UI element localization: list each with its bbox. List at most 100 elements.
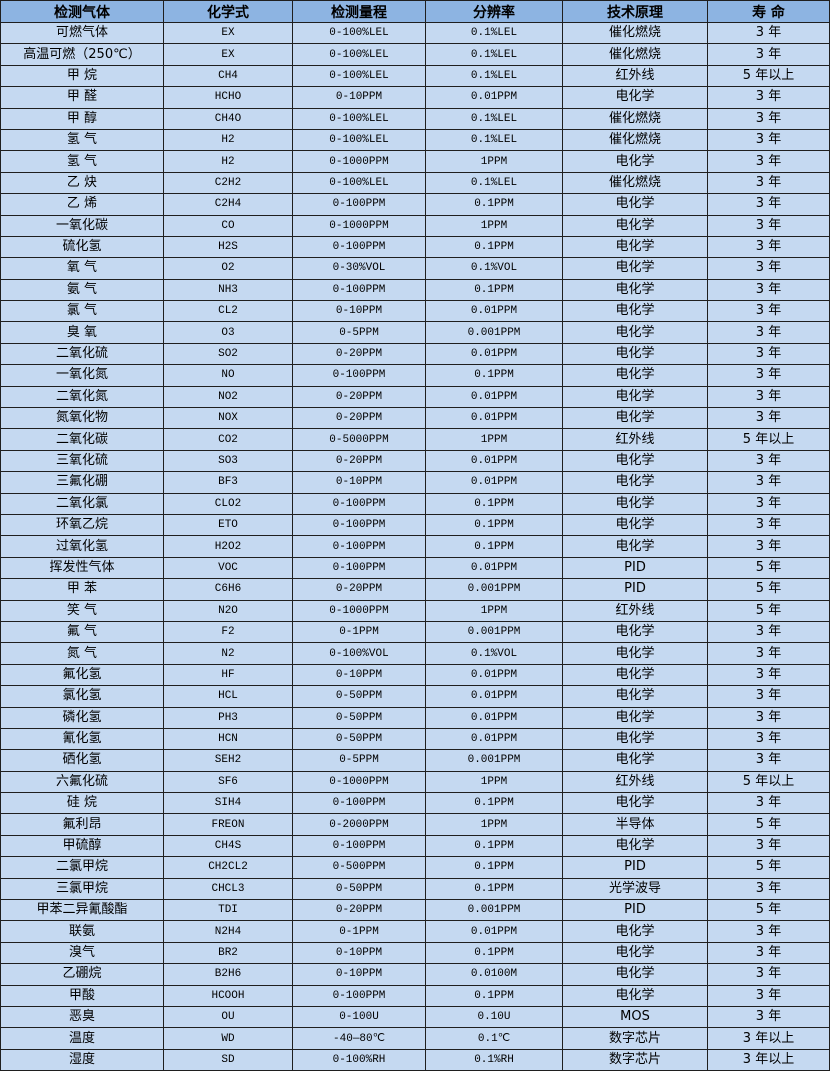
- table-row: 氢 气 H2 0-100%LEL 0.1%LEL 催化燃烧 3 年: [0, 128, 830, 152]
- gas-name-cell: 乙 炔: [0, 171, 164, 195]
- table-row: 挥发性气体 VOC 0-100PPM 0.01PPM PID 5 年: [0, 556, 830, 580]
- lifespan-cell: 3 年: [707, 128, 830, 152]
- formula-cell: SF6: [163, 770, 293, 794]
- formula-cell: N2H4: [163, 920, 293, 943]
- lifespan-cell: 5 年: [707, 899, 830, 922]
- resolution-cell: 0.01PPM: [425, 706, 563, 729]
- table-row: 二氧化碳 CO2 0-5000PPM 1PPM 红外线 5 年以上: [0, 428, 830, 451]
- table-row: 甲 苯 C6H6 0-20PPM 0.001PPM PID 5 年: [0, 578, 830, 601]
- lifespan-cell: 3 年: [707, 727, 830, 751]
- table-row: 二氧化氯 CLO2 0-100PPM 0.1PPM 电化学 3 年: [0, 492, 830, 515]
- lifespan-cell: 3 年: [707, 941, 830, 965]
- gas-name-cell: 温度: [0, 1027, 164, 1050]
- resolution-cell: 0.1PPM: [425, 984, 563, 1007]
- gas-name-cell: 氯 气: [0, 300, 164, 323]
- lifespan-cell: 3 年: [707, 792, 830, 815]
- resolution-cell: 1PPM: [425, 599, 563, 622]
- resolution-cell: 0.1%LEL: [425, 171, 563, 195]
- resolution-cell: 0.1PPM: [425, 364, 563, 387]
- formula-cell: SO2: [163, 342, 293, 366]
- lifespan-cell: 3 年: [707, 984, 830, 1007]
- gas-name-cell: 二氧化氯: [0, 492, 164, 515]
- range-cell: 0-50PPM: [292, 706, 426, 729]
- resolution-cell: 0.1%LEL: [425, 21, 563, 45]
- principle-cell: 电化学: [562, 834, 708, 858]
- range-cell: 0-20PPM: [292, 449, 426, 473]
- gas-name-cell: 甲苯二异氰酸酯: [0, 899, 164, 922]
- formula-cell: EX: [163, 43, 293, 66]
- gas-name-cell: 氰化氢: [0, 727, 164, 751]
- resolution-cell: 0.01PPM: [425, 685, 563, 708]
- lifespan-cell: 3 年: [707, 171, 830, 195]
- formula-cell: CH4: [163, 64, 293, 88]
- table-row: 恶臭 OU 0-100U 0.10U MOS 3 年: [0, 1005, 830, 1029]
- gas-name-cell: 可燃气体: [0, 21, 164, 45]
- range-cell: 0-2000PPM: [292, 813, 426, 836]
- resolution-cell: 1PPM: [425, 150, 563, 173]
- formula-cell: H2: [163, 128, 293, 152]
- gas-name-cell: 溴气: [0, 941, 164, 965]
- range-cell: 0-100PPM: [292, 235, 426, 259]
- gas-name-cell: 乙硼烷: [0, 963, 164, 986]
- table-row: 六氟化硫 SF6 0-1000PPM 1PPM 红外线 5 年以上: [0, 770, 830, 794]
- table-row: 氨 气 NH3 0-100PPM 0.1PPM 电化学 3 年: [0, 278, 830, 302]
- gas-name-cell: 氧 气: [0, 257, 164, 280]
- range-cell: 0-10PPM: [292, 86, 426, 109]
- lifespan-cell: 3 年以上: [707, 1027, 830, 1050]
- lifespan-cell: 3 年: [707, 471, 830, 494]
- gas-name-cell: 甲 苯: [0, 578, 164, 601]
- principle-cell: 电化学: [562, 364, 708, 387]
- table-row: 磷化氢 PH3 0-50PPM 0.01PPM 电化学 3 年: [0, 706, 830, 729]
- formula-cell: B2H6: [163, 963, 293, 986]
- gas-name-cell: 硒化氢: [0, 749, 164, 772]
- gas-name-cell: 挥发性气体: [0, 556, 164, 580]
- table-row: 氯 气 CL2 0-10PPM 0.01PPM 电化学 3 年: [0, 300, 830, 323]
- formula-cell: C6H6: [163, 578, 293, 601]
- lifespan-cell: 3 年: [707, 342, 830, 366]
- principle-cell: 电化学: [562, 663, 708, 687]
- principle-cell: MOS: [562, 1005, 708, 1029]
- formula-cell: CH2CL2: [163, 856, 293, 879]
- principle-cell: 电化学: [562, 342, 708, 366]
- lifespan-cell: 3 年: [707, 235, 830, 259]
- lifespan-cell: 3 年: [707, 749, 830, 772]
- principle-cell: 电化学: [562, 257, 708, 280]
- gas-name-cell: 三氯甲烷: [0, 877, 164, 901]
- range-cell: 0-100PPM: [292, 984, 426, 1007]
- gas-name-cell: 联氨: [0, 920, 164, 943]
- range-cell: 0-50PPM: [292, 727, 426, 751]
- gas-name-cell: 氢 气: [0, 128, 164, 152]
- principle-cell: 电化学: [562, 86, 708, 109]
- range-cell: 0-100PPM: [292, 193, 426, 216]
- table-row: 笑 气 N2O 0-1000PPM 1PPM 红外线 5 年: [0, 599, 830, 622]
- range-cell: 0-100PPM: [292, 535, 426, 558]
- gas-name-cell: 甲酸: [0, 984, 164, 1007]
- range-cell: 0-100PPM: [292, 492, 426, 515]
- range-cell: 0-20PPM: [292, 407, 426, 430]
- lifespan-cell: 3 年: [707, 321, 830, 344]
- formula-cell: HCL: [163, 685, 293, 708]
- range-cell: 0-10PPM: [292, 963, 426, 986]
- principle-cell: 电化学: [562, 471, 708, 494]
- principle-cell: 催化燃烧: [562, 43, 708, 66]
- table-row: 乙 烯 C2H4 0-100PPM 0.1PPM 电化学 3 年: [0, 193, 830, 216]
- principle-cell: 催化燃烧: [562, 107, 708, 130]
- lifespan-cell: 3 年: [707, 706, 830, 729]
- gas-name-cell: 湿度: [0, 1048, 164, 1072]
- table-row: 乙 炔 C2H2 0-100%LEL 0.1%LEL 催化燃烧 3 年: [0, 171, 830, 195]
- formula-cell: WD: [163, 1027, 293, 1050]
- formula-cell: NH3: [163, 278, 293, 302]
- resolution-cell: 0.1PPM: [425, 941, 563, 965]
- resolution-cell: 0.001PPM: [425, 578, 563, 601]
- range-cell: 0-100%LEL: [292, 128, 426, 152]
- formula-cell: SO3: [163, 449, 293, 473]
- gas-name-cell: 环氧乙烷: [0, 513, 164, 537]
- range-cell: 0-100%LEL: [292, 43, 426, 66]
- header-formula: 化学式: [163, 0, 293, 23]
- gas-name-cell: 氮 气: [0, 642, 164, 665]
- lifespan-cell: 3 年: [707, 150, 830, 173]
- resolution-cell: 0.001PPM: [425, 620, 563, 644]
- principle-cell: 电化学: [562, 984, 708, 1007]
- formula-cell: OU: [163, 1005, 293, 1029]
- lifespan-cell: 3 年: [707, 449, 830, 473]
